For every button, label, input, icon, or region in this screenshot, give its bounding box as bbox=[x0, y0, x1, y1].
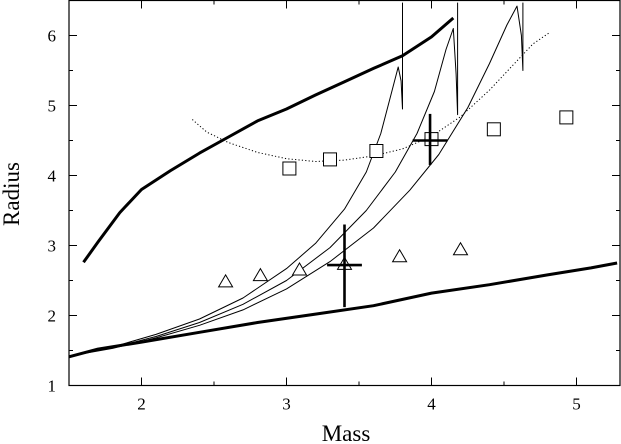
series-thick-line-0 bbox=[82, 16, 455, 264]
triangle-marker bbox=[252, 267, 269, 282]
triangle-marker bbox=[391, 248, 408, 263]
series-thin-line-3 bbox=[69, 2, 459, 357]
x-tick-label: 4 bbox=[427, 395, 436, 414]
y-tick-label: 4 bbox=[48, 167, 57, 186]
y-tick-label: 5 bbox=[48, 97, 57, 116]
triangle-marker bbox=[452, 241, 469, 256]
plot-errorbars bbox=[327, 113, 448, 308]
y-tick-label: 2 bbox=[48, 307, 57, 326]
x-axis-title: Mass bbox=[322, 421, 371, 444]
square-marker bbox=[486, 122, 501, 137]
y-tick-label: 3 bbox=[48, 237, 57, 256]
triangle-marker bbox=[217, 273, 234, 288]
triangle-marker bbox=[291, 262, 308, 276]
x-tick-label: 2 bbox=[137, 395, 146, 414]
square-marker bbox=[369, 144, 384, 158]
square-marker bbox=[282, 161, 297, 176]
plot-lines bbox=[69, 2, 618, 359]
square-marker bbox=[424, 132, 439, 147]
plot-markers bbox=[217, 110, 574, 288]
square-marker bbox=[559, 110, 574, 125]
axis-ticks bbox=[68, 0, 620, 386]
y-tick-label: 6 bbox=[48, 27, 57, 46]
series-thin-line-2 bbox=[69, 2, 403, 357]
series-thick-line-1 bbox=[69, 261, 618, 359]
plot-frame bbox=[68, 0, 621, 387]
square-marker bbox=[323, 152, 337, 167]
y-tick-label: 1 bbox=[48, 377, 57, 396]
series-thin-line-4 bbox=[69, 2, 524, 357]
x-tick-label: 5 bbox=[572, 395, 581, 414]
series-dotted-line-5 bbox=[191, 31, 551, 162]
x-tick-label: 3 bbox=[282, 395, 291, 414]
tick-labels: 2 3 4 5 1 2 3 4 5 6 bbox=[48, 27, 581, 414]
y-axis-title: Radius bbox=[0, 162, 24, 226]
